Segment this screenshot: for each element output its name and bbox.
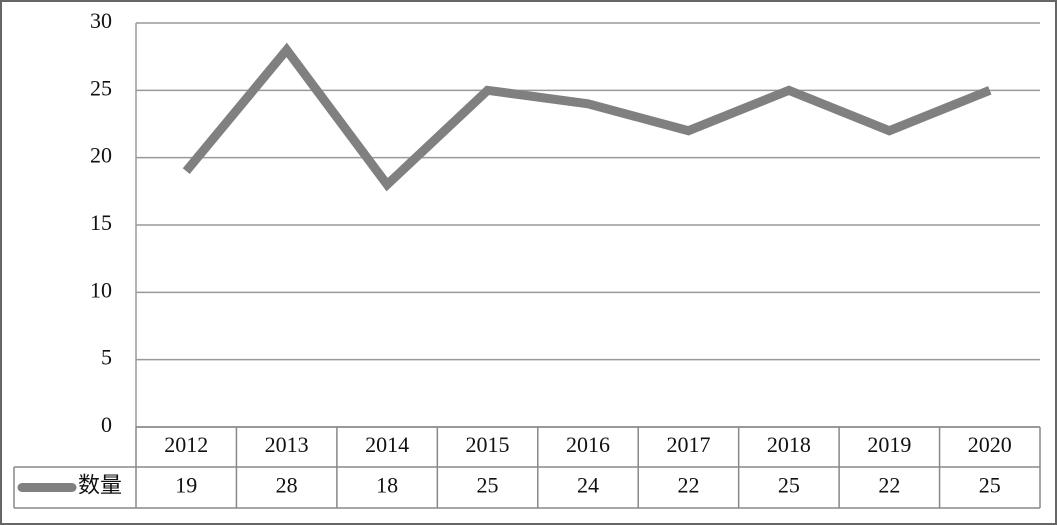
table-value: 19 [175,473,197,498]
y-tick-label: 5 [101,345,112,370]
x-tick-label: 2020 [968,432,1012,457]
x-tick-label: 2014 [365,432,409,457]
data-line [182,42,992,192]
x-tick-label: 2016 [566,432,610,457]
x-tick-label: 2017 [666,432,710,457]
x-tick-label: 2019 [867,432,911,457]
table-value: 22 [878,473,900,498]
table-value: 25 [477,473,499,498]
y-tick-label: 30 [90,8,112,33]
y-tick-label: 20 [90,143,112,168]
table-value: 22 [677,473,699,498]
table-value: 28 [276,473,298,498]
table-value: 24 [577,473,599,498]
legend-label: 数量 [78,473,122,498]
y-tick-label: 10 [90,277,112,302]
y-tick-label: 25 [90,75,112,100]
x-tick-label: 2018 [767,432,811,457]
x-tick-label: 2012 [164,432,208,457]
y-tick-label: 0 [101,412,112,437]
x-tick-label: 2013 [265,432,309,457]
table-value: 25 [778,473,800,498]
table-value: 18 [376,473,398,498]
x-tick-label: 2015 [466,432,510,457]
y-tick-label: 15 [90,210,112,235]
table-value: 25 [979,473,1001,498]
